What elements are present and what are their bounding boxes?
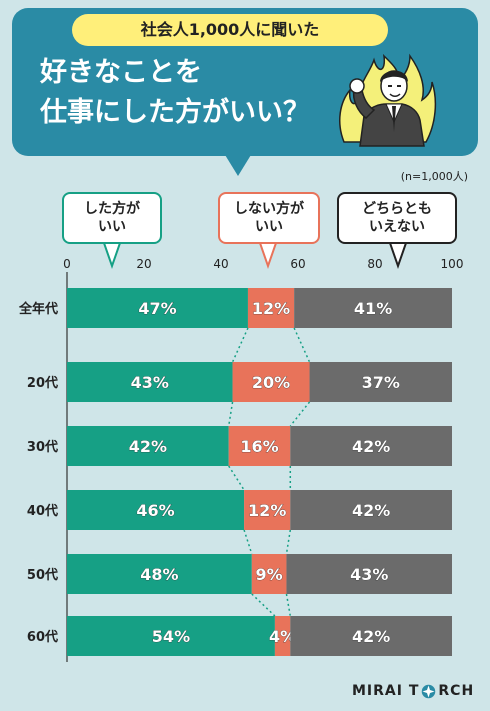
bar-value-label: 46% xyxy=(136,501,174,520)
bar-value-label: 43% xyxy=(350,565,388,584)
legend-pointer-2 xyxy=(390,243,406,266)
category-label: 40代 xyxy=(27,503,58,519)
bar-value-label: 12% xyxy=(248,501,286,520)
x-tick-label: 0 xyxy=(63,257,71,271)
category-label: 50代 xyxy=(27,567,58,583)
bar-value-label: 47% xyxy=(138,299,176,318)
connector-line xyxy=(294,328,309,362)
connector-line xyxy=(233,328,248,362)
connector-line xyxy=(229,402,233,426)
connector-line xyxy=(290,402,309,426)
bar-value-label: 37% xyxy=(362,373,400,392)
bar-value-label: 42% xyxy=(129,437,167,456)
bar-value-label: 43% xyxy=(131,373,169,392)
logo-text-1: MIRAI T xyxy=(352,683,419,699)
connector-line xyxy=(229,466,244,490)
connector-line xyxy=(286,594,290,616)
bar-value-label: 41% xyxy=(354,299,392,318)
category-label: 全年代 xyxy=(18,301,58,317)
bar-value-label: 9% xyxy=(256,565,283,584)
bar-value-label: 20% xyxy=(252,373,290,392)
bar-value-label: 48% xyxy=(140,565,178,584)
category-label: 20代 xyxy=(27,375,58,391)
category-label: 60代 xyxy=(27,629,58,645)
connector-line xyxy=(252,594,275,616)
x-tick-label: 20 xyxy=(136,257,151,271)
legend-pointer-1 xyxy=(260,243,276,266)
connector-line xyxy=(286,530,290,554)
logo-text-2: RCH xyxy=(438,683,474,699)
category-label: 30代 xyxy=(27,439,58,455)
bar-value-label: 42% xyxy=(352,437,390,456)
bar-value-label: 12% xyxy=(252,299,290,318)
bar-value-label: 42% xyxy=(352,627,390,646)
star-compass-icon xyxy=(421,684,436,699)
x-tick-label: 60 xyxy=(290,257,305,271)
x-tick-label: 100 xyxy=(441,257,464,271)
mirai-torch-logo: MIRAI T RCH xyxy=(352,683,474,699)
x-tick-label: 80 xyxy=(367,257,382,271)
bar-value-label: 54% xyxy=(152,627,190,646)
legend-pointer-0 xyxy=(104,243,120,266)
x-tick-label: 40 xyxy=(213,257,228,271)
connector-line xyxy=(244,530,252,554)
bar-value-label: 42% xyxy=(352,501,390,520)
bar-value-label: 16% xyxy=(240,437,278,456)
